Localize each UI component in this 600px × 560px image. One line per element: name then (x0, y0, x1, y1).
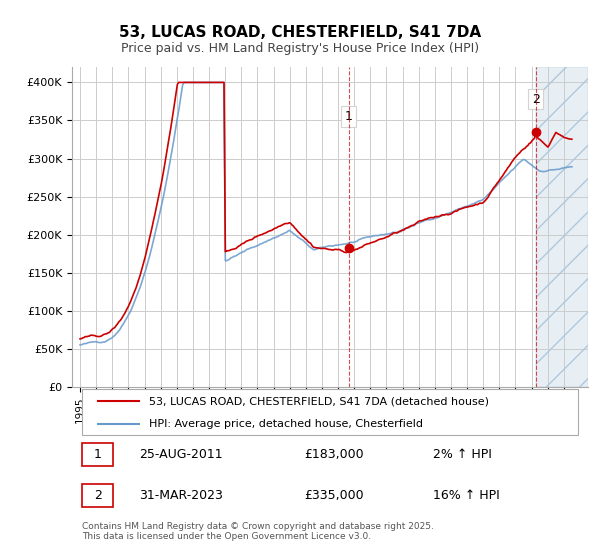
FancyBboxPatch shape (82, 484, 113, 507)
Bar (536, 67, 588, 387)
Text: £183,000: £183,000 (304, 449, 364, 461)
Text: 53, LUCAS ROAD, CHESTERFIELD, S41 7DA (detached house): 53, LUCAS ROAD, CHESTERFIELD, S41 7DA (d… (149, 396, 490, 406)
Text: 53, LUCAS ROAD, CHESTERFIELD, S41 7DA: 53, LUCAS ROAD, CHESTERFIELD, S41 7DA (119, 25, 481, 40)
Text: 1: 1 (94, 449, 102, 461)
FancyBboxPatch shape (82, 444, 113, 466)
Text: 2% ↑ HPI: 2% ↑ HPI (433, 449, 492, 461)
FancyBboxPatch shape (82, 389, 578, 436)
Text: 31-MAR-2023: 31-MAR-2023 (139, 489, 223, 502)
Text: 2: 2 (532, 92, 539, 106)
Text: Contains HM Land Registry data © Crown copyright and database right 2025.
This d: Contains HM Land Registry data © Crown c… (82, 521, 434, 541)
Text: HPI: Average price, detached house, Chesterfield: HPI: Average price, detached house, Ches… (149, 419, 424, 428)
Text: 1: 1 (344, 110, 352, 123)
Text: 16% ↑ HPI: 16% ↑ HPI (433, 489, 500, 502)
Text: 2: 2 (94, 489, 102, 502)
Bar (536, 67, 588, 387)
Text: £335,000: £335,000 (304, 489, 364, 502)
Text: 25-AUG-2011: 25-AUG-2011 (139, 449, 223, 461)
Text: Price paid vs. HM Land Registry's House Price Index (HPI): Price paid vs. HM Land Registry's House … (121, 42, 479, 55)
